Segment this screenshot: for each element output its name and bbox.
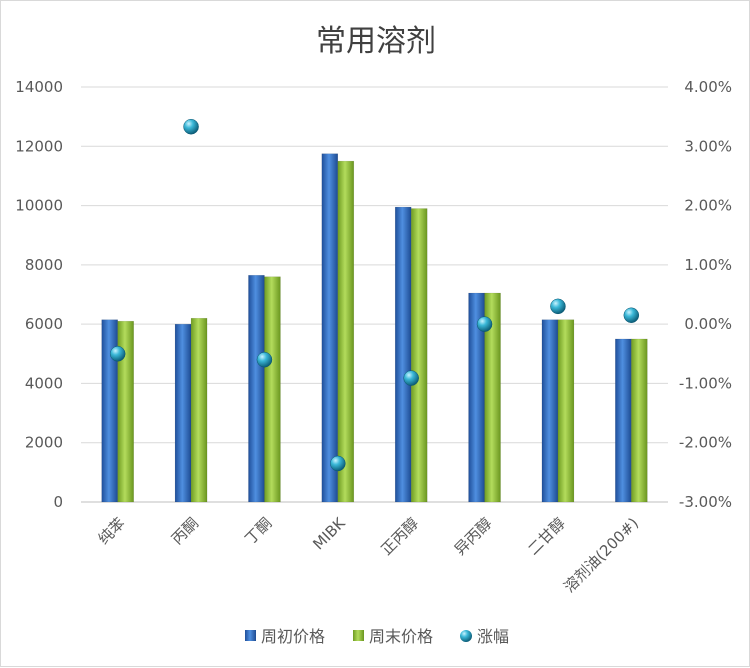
bar-week-end: [190, 317, 208, 503]
legend-label: 周末价格: [369, 627, 433, 646]
right-y-tick-label: -1.00%: [679, 374, 732, 392]
right-y-tick-label: 4.00%: [684, 78, 732, 96]
left-y-tick-label: 0: [53, 493, 63, 511]
left-y-tick-label: 4000: [25, 374, 63, 392]
left-y-tick-label: 8000: [25, 256, 63, 274]
legend-swatch-ball: [460, 630, 472, 642]
right-y-tick-label: 2.00%: [684, 197, 732, 215]
x-category-label: MIBK: [309, 513, 349, 553]
left-y-tick-label: 14000: [15, 78, 63, 96]
legend-label: 周初价格: [261, 627, 325, 646]
left-y-tick-label: 2000: [25, 434, 63, 452]
legend-swatch-green: [353, 630, 364, 641]
right-y-axis: -3.00% -2.00% -1.00% 0.00% 1.00% 2.00% 3.00% 4.…: [679, 78, 732, 511]
change-point: [330, 455, 346, 472]
bar-week-start: [541, 319, 559, 503]
x-category-label: 正丙醇: [377, 514, 422, 559]
legend-label: 涨幅: [477, 627, 509, 646]
legend-item-week-start: 周初价格: [245, 627, 325, 646]
right-y-tick-label: -2.00%: [679, 434, 732, 452]
legend: 周初价格 周末价格 涨幅: [245, 627, 509, 646]
change-point: [550, 298, 566, 315]
bar-week-end: [557, 319, 575, 503]
bar-week-start: [248, 274, 265, 503]
right-y-tick-label: -3.00%: [679, 493, 732, 511]
bar-week-end: [410, 208, 428, 503]
left-y-tick-label: 10000: [15, 197, 63, 215]
bar-week-start: [394, 206, 412, 503]
bar-week-end: [264, 276, 281, 503]
legend-item-week-end: 周末价格: [353, 627, 433, 646]
change-point: [623, 307, 640, 323]
x-category-label: 丙酮: [168, 514, 202, 548]
left-y-tick-label: 6000: [25, 315, 63, 333]
right-y-tick-label: 3.00%: [684, 137, 732, 155]
x-category-label: 溶剂油(200#): [560, 514, 642, 596]
change-point: [403, 370, 419, 386]
legend-swatch-blue: [245, 630, 256, 641]
x-category-label: 异丙醇: [451, 514, 496, 559]
x-category-label: 纯苯: [95, 514, 129, 548]
change-point: [109, 346, 126, 362]
x-category-label: 二甘醇: [524, 514, 569, 559]
bar-week-start: [174, 323, 192, 503]
bar-week-end: [631, 338, 648, 503]
bar-week-start: [615, 338, 632, 503]
change-point: [476, 316, 493, 332]
right-y-tick-label: 1.00%: [684, 256, 732, 274]
x-category-label: 丁酮: [241, 514, 275, 548]
chart-title: 常用溶剂: [316, 24, 436, 59]
right-y-tick-label: 0.00%: [684, 315, 732, 333]
bar-week-start: [321, 153, 339, 503]
bar-week-end: [337, 160, 355, 503]
left-y-tick-label: 12000: [15, 137, 63, 155]
gridlines: [81, 86, 668, 503]
bar-week-end: [484, 292, 501, 503]
legend-item-change: 涨幅: [460, 627, 509, 646]
change-point: [183, 118, 199, 135]
change-point: [256, 351, 273, 368]
left-y-axis: 0 2000 4000 6000 8000 10000 12000 14000: [15, 78, 63, 511]
bar-week-end: [117, 320, 134, 503]
bar-series: [101, 153, 648, 503]
scatter-series: [109, 118, 640, 472]
